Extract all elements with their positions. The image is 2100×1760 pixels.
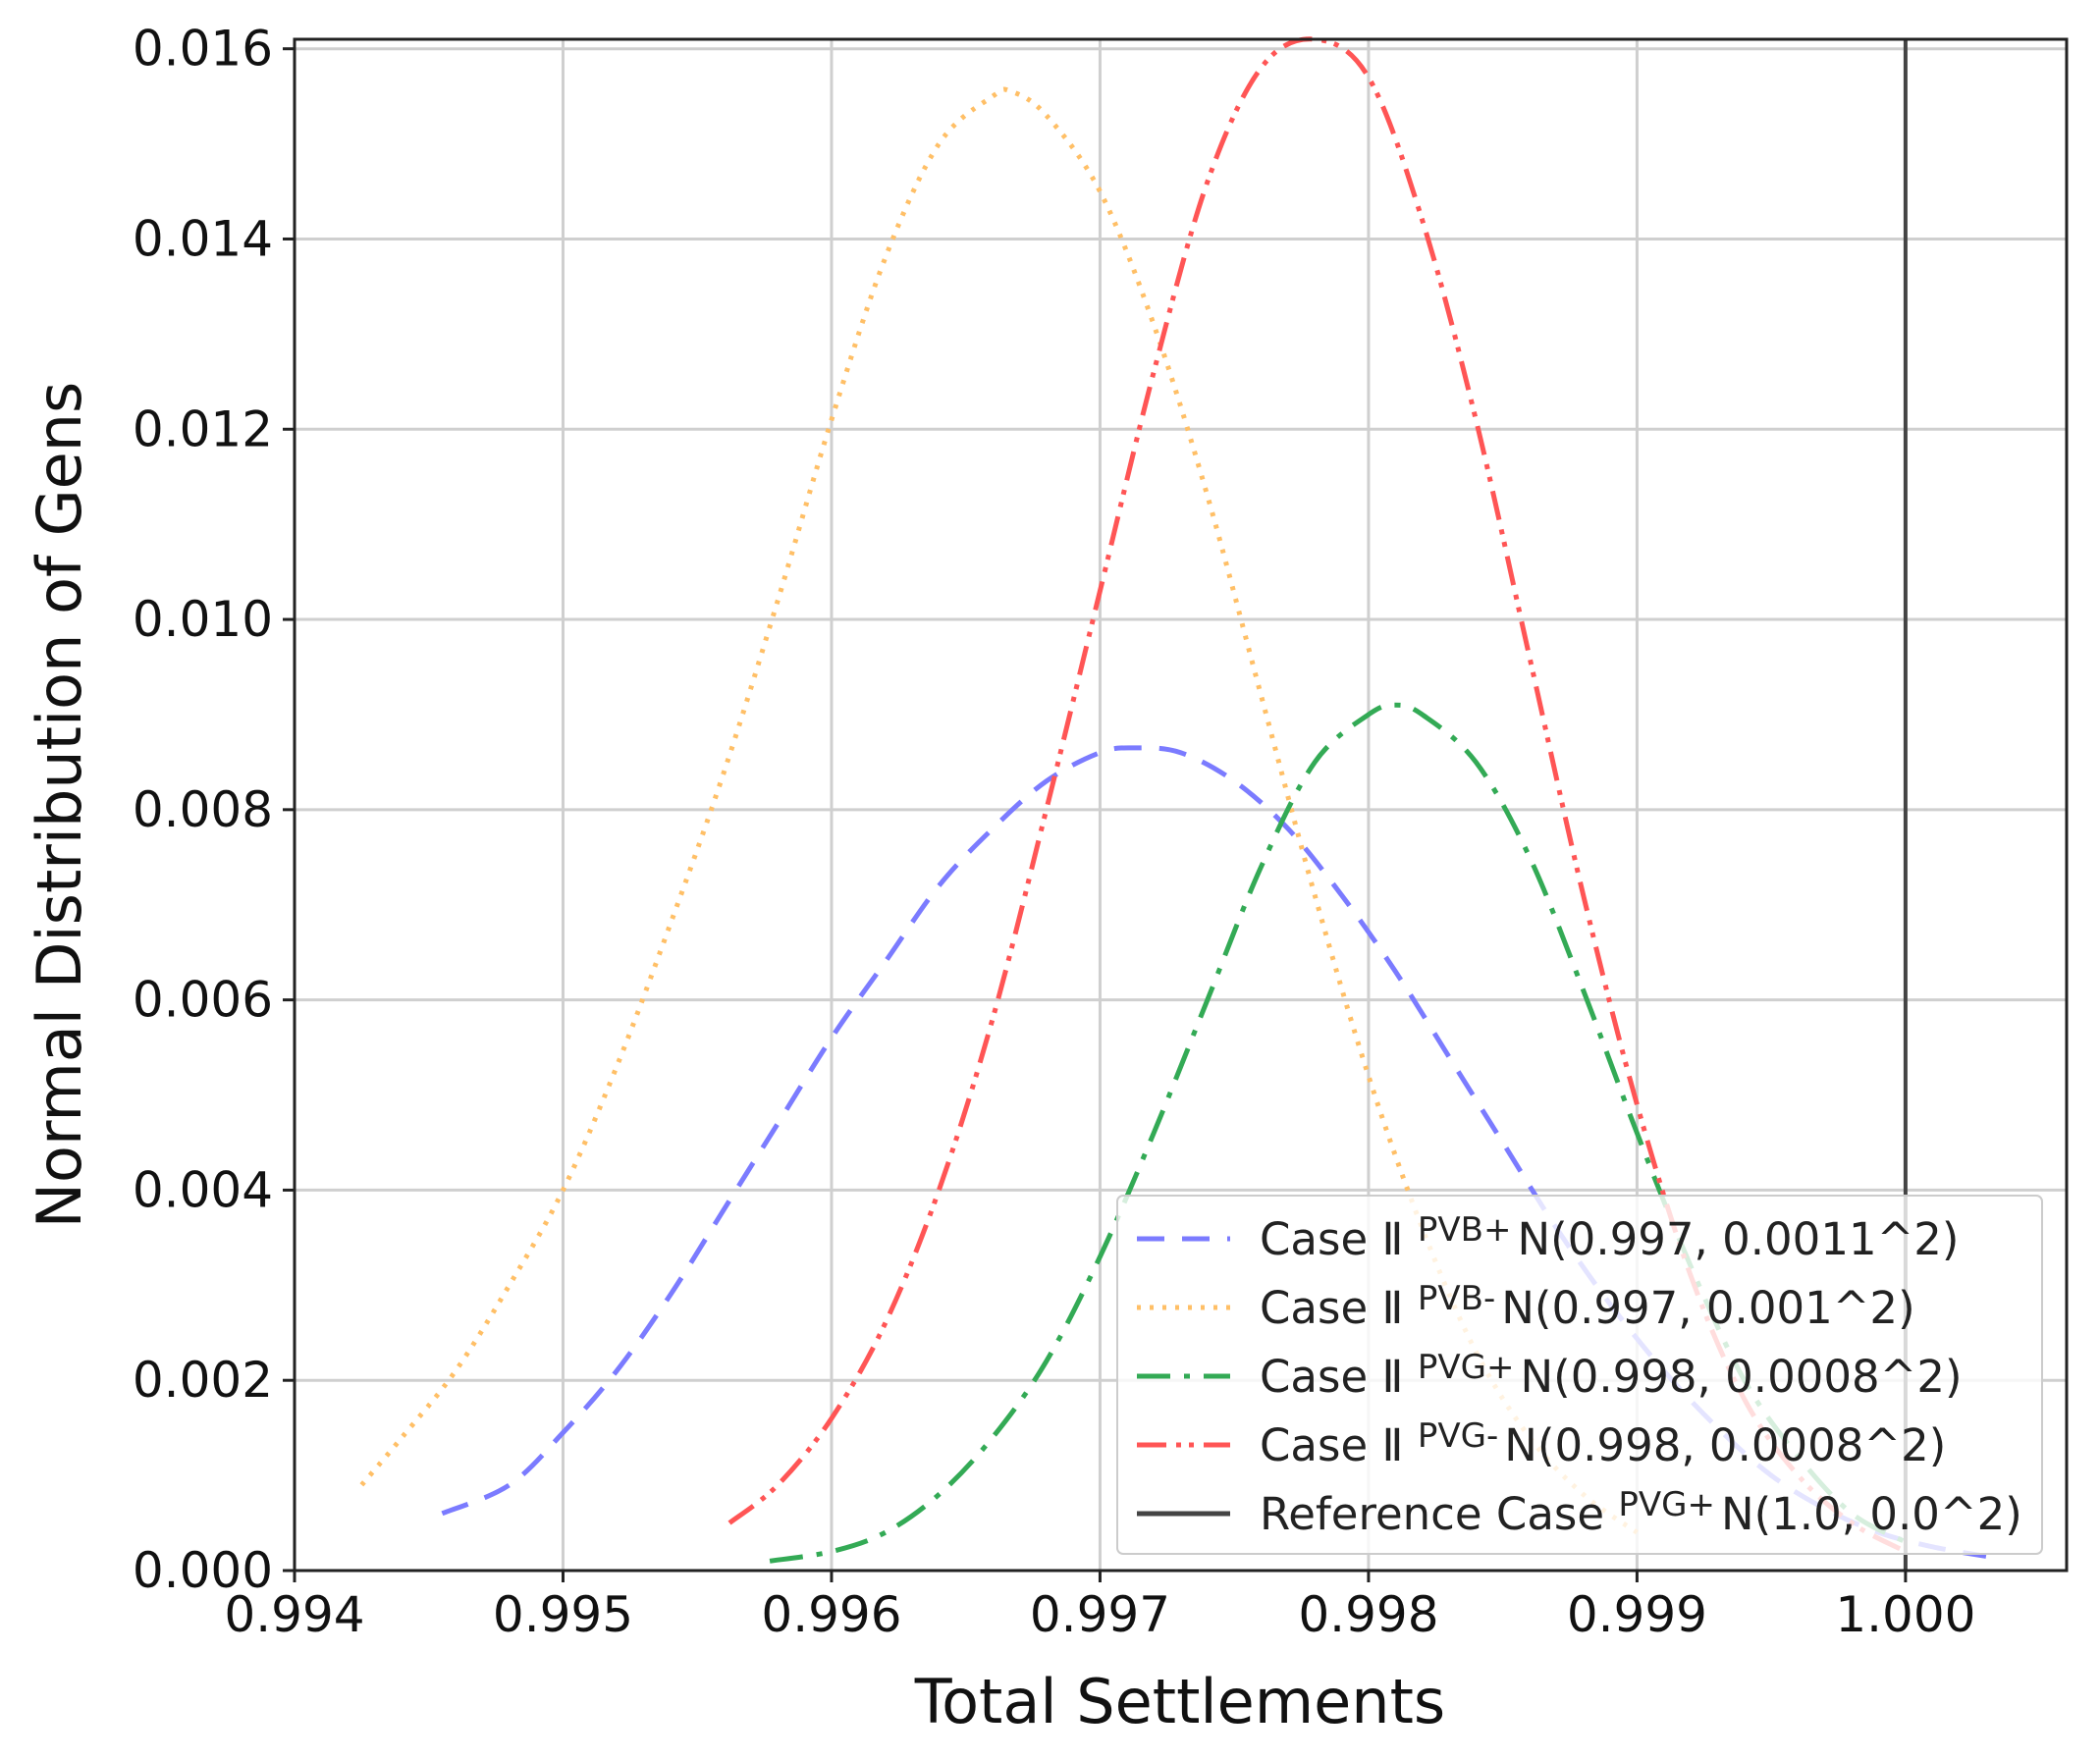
x-tick-label: 0.998 <box>1298 1586 1438 1643</box>
y-tick-label: 0.002 <box>133 1352 273 1409</box>
y-axis-label: Normal Distribution of Gens <box>24 382 95 1229</box>
x-tick-label: 0.994 <box>224 1586 364 1643</box>
y-tick-label: 0.006 <box>133 972 273 1029</box>
legend-distribution: N(1.0, 0.0^2) <box>1721 1488 2022 1540</box>
legend-box <box>1116 1195 2043 1555</box>
plot-frame <box>293 37 2069 1573</box>
y-tick-label: 0.000 <box>133 1542 273 1599</box>
legend-distribution: N(0.998, 0.0008^2) <box>1521 1351 1963 1403</box>
legend-superscript: PVG+ <box>1418 1348 1515 1387</box>
legend-distribution: N(0.997, 0.001^2) <box>1501 1282 1914 1334</box>
legend-entry-3: Case Ⅱ PVG- N(0.998, 0.0008^2) <box>1260 1416 1946 1471</box>
legend-entry-4: Reference Case PVG+ N(1.0, 0.0^2) <box>1260 1485 2022 1540</box>
legend-superscript: PVB- <box>1418 1279 1495 1318</box>
series-line-1 <box>359 86 1639 1535</box>
legend-label: Case Ⅱ <box>1260 1282 1418 1334</box>
y-tick-label: 0.010 <box>133 591 273 648</box>
x-tick-label: 1.000 <box>1835 1586 1975 1643</box>
legend-superscript: PVB+ <box>1418 1210 1512 1250</box>
y-axis: 0.000 0.002 0.004 0.006 0.008 0.010 0.012 0.014… <box>133 21 295 1599</box>
legend-label: Reference Case <box>1260 1488 1618 1540</box>
legend-entry-0: Case Ⅱ PVB+ N(0.997, 0.0011^2) <box>1260 1210 1959 1265</box>
x-axis: 0.994 0.995 0.996 0.997 0.998 0.999 1.000 <box>224 1571 1975 1643</box>
x-tick-label: 0.999 <box>1567 1586 1707 1643</box>
legend-entry-1: Case Ⅱ PVB- N(0.997, 0.001^2) <box>1260 1279 1915 1334</box>
legend-superscript: PVG+ <box>1618 1485 1715 1524</box>
legend-superscript: PVG- <box>1418 1416 1498 1456</box>
legend: Case Ⅱ PVB+ N(0.997, 0.0011^2)Case Ⅱ PVB-… <box>1116 1195 2043 1555</box>
grid-lines <box>293 39 2067 1573</box>
legend-distribution: N(0.998, 0.0008^2) <box>1504 1419 1946 1471</box>
series-line-2 <box>769 702 1908 1564</box>
y-tick-label: 0.008 <box>133 781 273 838</box>
legend-label: Case Ⅱ <box>1260 1419 1418 1471</box>
y-tick-label: 0.014 <box>133 210 273 267</box>
legend-entry-2: Case Ⅱ PVG+ N(0.998, 0.0008^2) <box>1260 1348 1963 1403</box>
y-tick-label: 0.016 <box>133 21 273 78</box>
y-tick-label: 0.012 <box>133 400 273 457</box>
x-axis-label: Total Settlements <box>914 1666 1445 1737</box>
legend-label: Case Ⅱ <box>1260 1351 1418 1403</box>
legend-distribution: N(0.997, 0.0011^2) <box>1517 1213 1959 1265</box>
x-tick-label: 0.995 <box>493 1586 633 1643</box>
x-tick-label: 0.996 <box>761 1586 901 1643</box>
legend-label: Case Ⅱ <box>1260 1213 1418 1265</box>
x-tick-label: 0.997 <box>1030 1586 1170 1643</box>
y-tick-label: 0.004 <box>133 1161 273 1218</box>
